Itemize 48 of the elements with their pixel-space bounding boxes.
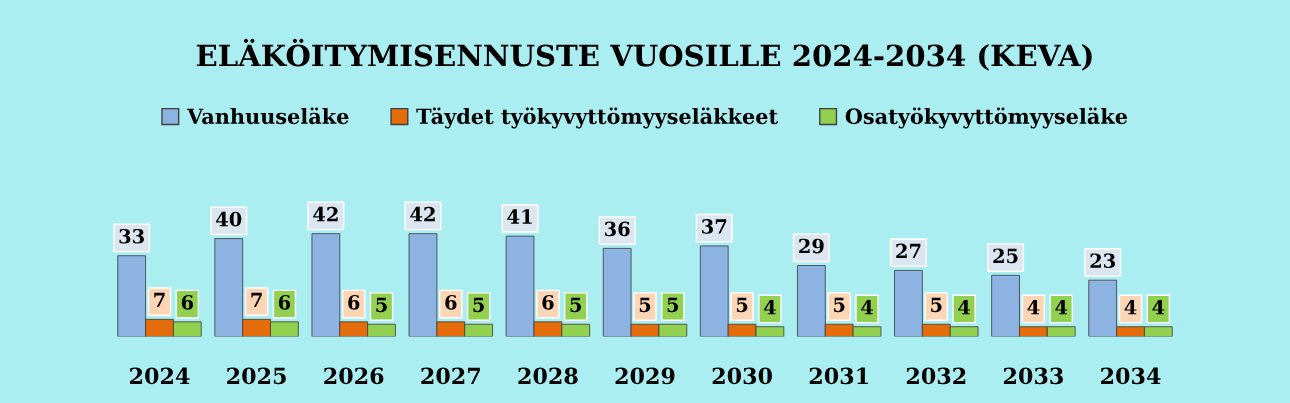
data-label: 6 [181,295,194,310]
data-label: 6 [542,295,554,310]
legend-label: Täydet työkyvyttömyyseläkkeet [416,107,778,129]
data-label: 29 [799,238,824,254]
data-label: 6 [445,295,457,310]
data-label: 42 [313,206,338,222]
data-label: 4 [1027,299,1040,315]
data-label: 5 [736,297,748,313]
chart-title: ELÄKÖITYMISENNUSTE VUOSILLE 2024-2034 (KEVA) [196,38,1092,71]
data-label: 4 [1124,299,1137,315]
data-label: 5 [639,297,651,313]
x-tick-label: 2033 [1003,367,1063,385]
x-tick-label: 2031 [809,367,868,385]
legend-label: Vanhuuseläke [186,107,349,125]
data-label: 25 [993,248,1018,264]
data-label: 5 [834,297,845,313]
data-label: 27 [896,243,921,259]
x-tick-label: 2026 [324,367,384,385]
legend-label: Osatyökyvyttömyyseläke [845,107,1128,129]
data-label: 4 [1152,299,1165,315]
x-tick-label: 2027 [421,367,480,385]
x-tick-label: 2034 [1101,367,1161,385]
data-label: 5 [376,297,387,313]
data-label: 40 [216,211,242,227]
data-label: 5 [570,297,582,313]
data-label: 5 [667,297,679,313]
data-label: 4 [861,299,874,315]
data-label: 36 [604,221,630,237]
x-tick-label: 2029 [615,367,675,385]
data-label: 6 [348,295,360,310]
data-label: 6 [278,295,291,310]
data-label: 42 [410,206,435,222]
x-tick-label: 2024 [130,367,190,385]
data-label: 41 [507,209,532,224]
data-label: 4 [1055,299,1068,315]
data-label: 5 [931,297,942,313]
data-label: 4 [763,299,776,315]
x-tick-label: 2028 [518,367,578,385]
data-label: 23 [1090,253,1115,269]
data-label: 4 [958,299,971,315]
x-tick-label: 2025 [227,367,286,385]
data-label: 7 [251,292,262,307]
data-label: 5 [473,297,484,313]
data-label: 37 [702,219,727,234]
x-tick-label: 2030 [712,367,772,385]
x-tick-label: 2032 [906,367,966,385]
data-label: 33 [119,228,144,244]
data-label: 7 [154,292,165,307]
